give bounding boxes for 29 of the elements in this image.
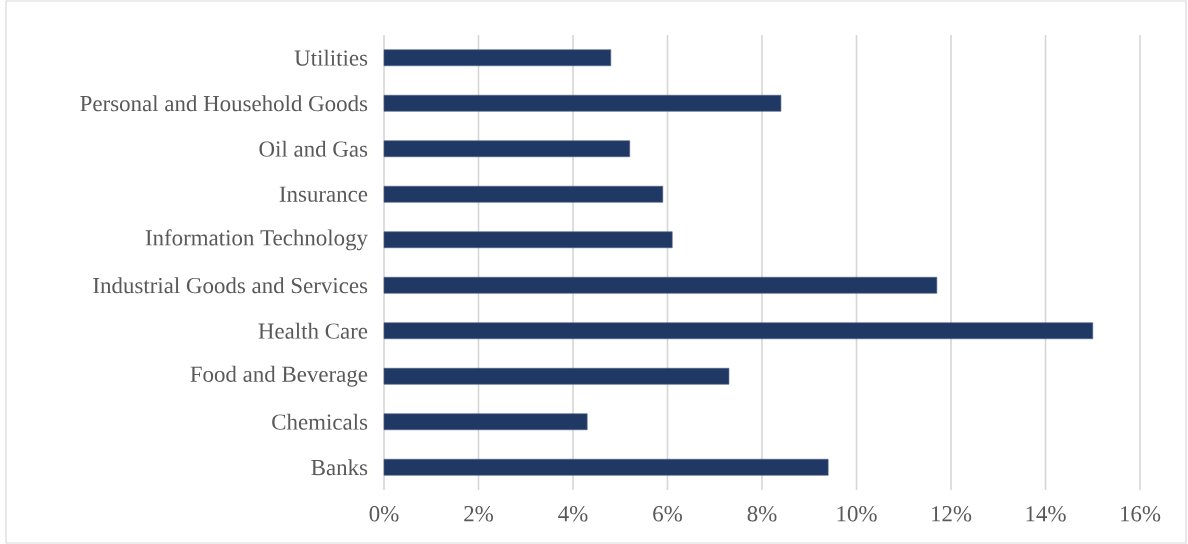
bar xyxy=(383,140,630,158)
x-tick-label: 14% xyxy=(1026,506,1066,522)
y-tick-label: Oil and Gas xyxy=(259,140,368,157)
x-tick-label: 2% xyxy=(464,506,493,522)
bar xyxy=(383,185,664,203)
x-tick-label: 10% xyxy=(837,506,877,522)
x-tick-label: 6% xyxy=(653,506,682,522)
bar xyxy=(383,322,1094,340)
y-tick-label: Industrial Goods and Services xyxy=(93,277,368,294)
x-tick-label: 16% xyxy=(1121,506,1161,522)
y-tick-label: Banks xyxy=(311,459,368,476)
x-tick-label: 4% xyxy=(558,506,588,522)
bar xyxy=(383,458,829,476)
y-tick-label: Food and Beverage xyxy=(190,365,368,387)
bar xyxy=(383,49,612,67)
x-tick-label: 8% xyxy=(747,506,777,522)
y-tick-label: Personal and Household Goods xyxy=(80,95,368,112)
y-tick-label: Chemicals xyxy=(272,413,368,430)
x-tick-label: 0% xyxy=(369,506,399,522)
x-tick-label: 12% xyxy=(932,506,972,522)
bar xyxy=(383,367,730,385)
y-tick-label: Utilities xyxy=(294,49,368,66)
y-tick-label: Health Care xyxy=(258,322,368,339)
bar xyxy=(383,276,938,294)
y-tick-label: Insurance xyxy=(279,186,368,202)
bar xyxy=(383,413,588,431)
y-tick-label: Information Technology xyxy=(145,229,368,251)
bar xyxy=(383,94,782,112)
bar xyxy=(383,231,673,249)
